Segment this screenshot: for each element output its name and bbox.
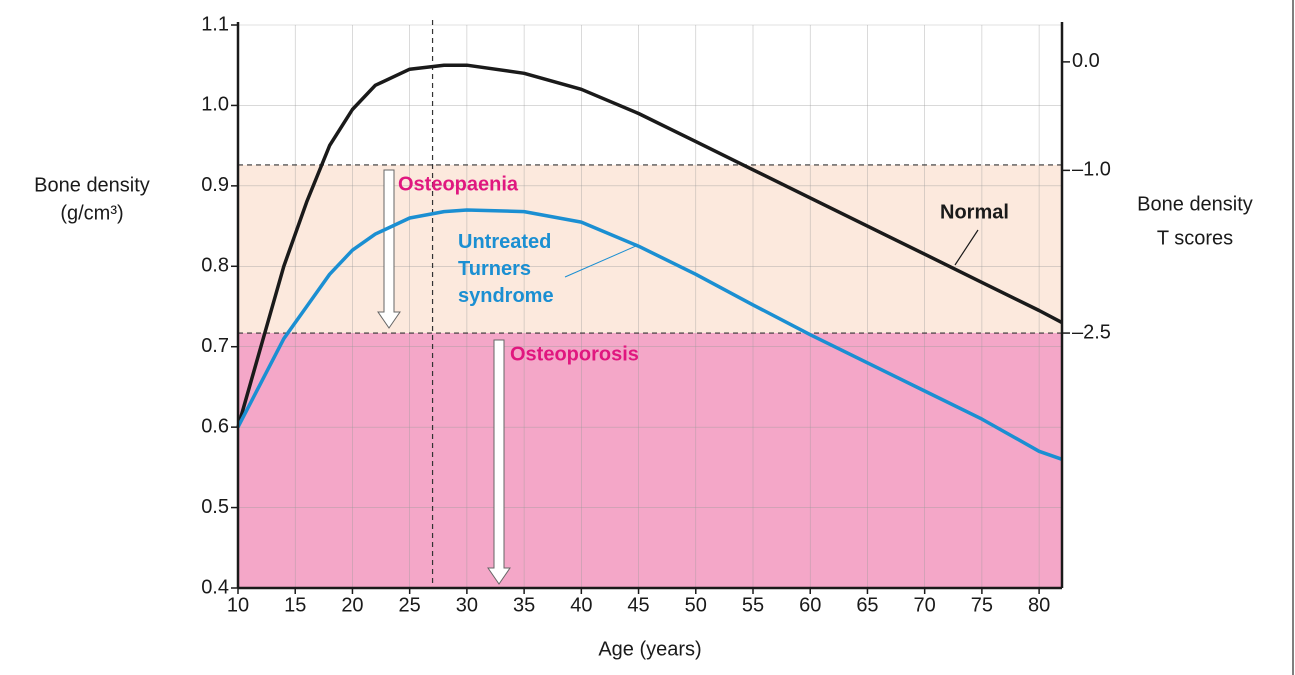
x-tick-label: 35: [513, 594, 535, 616]
series-line: [236, 63, 1063, 428]
x-tick-label: 60: [799, 594, 821, 616]
legend-label: Normal: [940, 201, 1009, 223]
y2-tick-label: –2.5: [1072, 321, 1111, 343]
y-tick-label: 0.4: [201, 576, 229, 598]
y-label: Bone density: [34, 174, 150, 196]
y-tick-label: 1.1: [201, 13, 229, 35]
x-tick-label: 25: [399, 594, 421, 616]
x-tick-label: 75: [971, 594, 993, 616]
y2-label: T scores: [1157, 227, 1233, 249]
y2-tick-label: 0.0: [1072, 50, 1100, 72]
x-tick-label: 50: [685, 594, 707, 616]
y-tick-label: 0.7: [201, 335, 229, 357]
band: [238, 164, 1062, 334]
leader-line: [954, 229, 979, 266]
y2-label: Bone density: [1137, 193, 1253, 215]
legend-label: Untreated Turners syndrome: [458, 231, 554, 307]
y-tick-label: 0.5: [201, 496, 229, 518]
x-tick-label: 45: [627, 594, 649, 616]
leader-line: [564, 245, 637, 278]
arrow: [377, 169, 401, 329]
x-tick-label: 70: [914, 594, 936, 616]
legend-label-line: Turners: [458, 258, 531, 280]
x-label: Age (years): [598, 638, 701, 660]
band: [238, 333, 1062, 588]
series-line: [236, 208, 1063, 461]
arrow: [487, 339, 511, 585]
y-tick-label: 1.0: [201, 94, 229, 116]
y-tick-label: 0.9: [201, 174, 229, 196]
x-tick-label: 40: [570, 594, 592, 616]
x-tick-label: 55: [742, 594, 764, 616]
legend-label-line: Untreated: [458, 231, 551, 253]
y-tick-label: 0.8: [201, 255, 229, 277]
band-label: Osteoporosis: [510, 343, 639, 365]
legend-label-line: syndrome: [458, 285, 554, 307]
band-label: Osteopaenia: [398, 173, 519, 195]
y-label: (g/cm³): [60, 202, 123, 224]
x-tick-label: 65: [856, 594, 878, 616]
x-tick-label: 15: [284, 594, 306, 616]
y2-tick-label: –1.0: [1072, 159, 1111, 181]
x-tick-label: 10: [227, 594, 249, 616]
x-tick-label: 30: [456, 594, 478, 616]
y-tick-label: 0.6: [201, 415, 229, 437]
x-tick-label: 80: [1028, 594, 1050, 616]
x-tick-label: 20: [341, 594, 363, 616]
